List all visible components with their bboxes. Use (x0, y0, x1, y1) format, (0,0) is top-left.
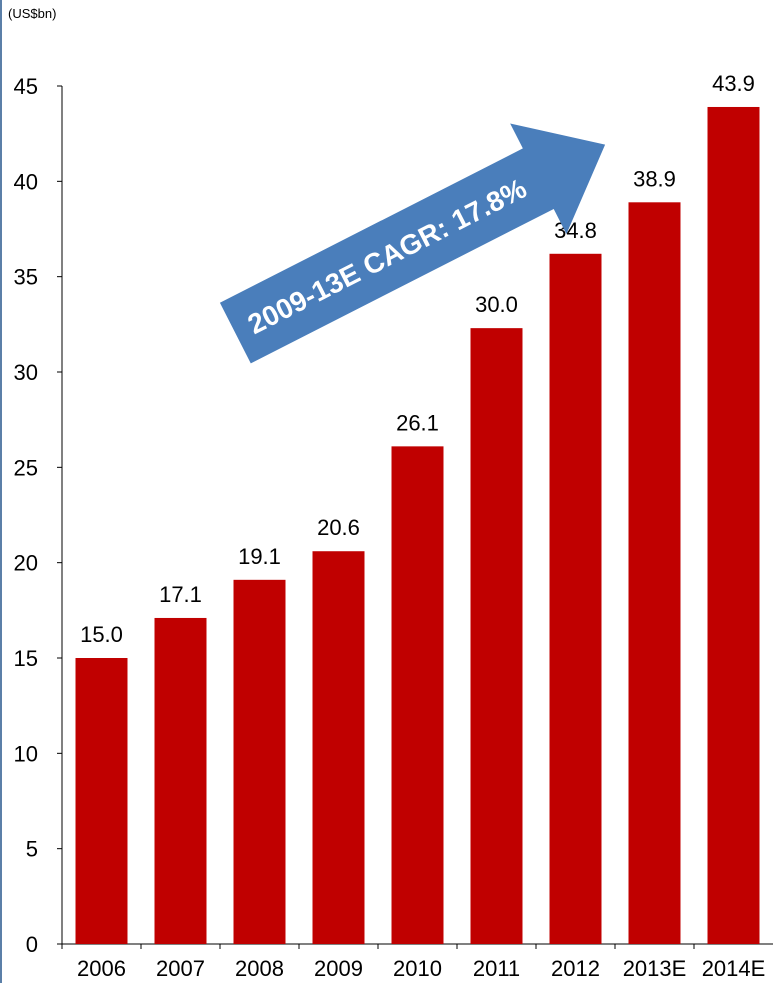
y-tick-label: 0 (26, 932, 38, 957)
y-tick-label: 35 (14, 265, 38, 290)
y-tick-label: 30 (14, 360, 38, 385)
data-label-2007: 17.1 (159, 582, 202, 607)
data-label-2010: 26.1 (396, 410, 439, 435)
y-tick-label: 15 (14, 646, 38, 671)
data-label-2011: 30.0 (475, 292, 518, 317)
y-tick-label: 5 (26, 837, 38, 862)
data-label-2013E: 38.9 (633, 166, 676, 191)
y-tick-label: 10 (14, 741, 38, 766)
bar-2010 (391, 446, 444, 944)
left-border-rule (0, 0, 2, 983)
y-tick-label: 20 (14, 551, 38, 576)
data-label-2009: 20.6 (317, 515, 360, 540)
x-tick-label-2013E: 2013E (623, 956, 687, 981)
x-tick-label-2010: 2010 (393, 956, 442, 981)
y-tick-label: 25 (14, 455, 38, 480)
x-tick-label-2009: 2009 (314, 956, 363, 981)
x-tick-label-2012: 2012 (551, 956, 600, 981)
bar-2011 (470, 328, 523, 944)
x-tick-label-2011: 2011 (473, 956, 520, 981)
bar-2012 (549, 253, 602, 944)
x-tick-label-2008: 2008 (235, 956, 284, 981)
cagr-arrow-shape (219, 123, 606, 364)
bar-2013E (628, 202, 681, 945)
data-label-2014E: 43.9 (712, 71, 755, 96)
bar-2008 (233, 579, 286, 944)
unit-label: (US$bn) (8, 6, 57, 21)
bar-2014E (707, 106, 760, 945)
y-tick-label: 40 (14, 169, 38, 194)
x-tick-label-2014E: 2014E (702, 956, 766, 981)
bar-2009 (312, 551, 365, 944)
x-tick-label-2006: 2006 (77, 956, 126, 981)
bar-2006 (75, 658, 128, 944)
y-tick-label: 45 (14, 74, 38, 99)
x-tick-label-2007: 2007 (156, 956, 205, 981)
bar-2007 (154, 617, 207, 944)
data-label-2006: 15.0 (80, 622, 123, 647)
data-label-2008: 19.1 (238, 544, 281, 569)
